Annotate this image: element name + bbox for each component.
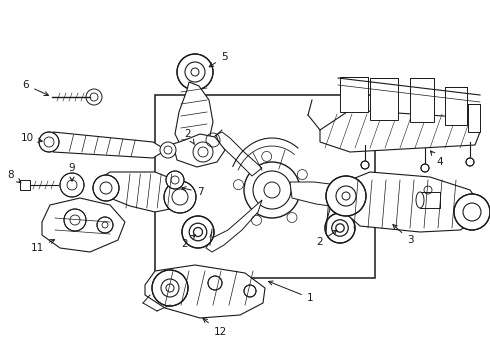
Text: 5: 5 xyxy=(209,52,227,67)
Text: 10: 10 xyxy=(21,133,42,143)
Text: 9: 9 xyxy=(69,163,75,181)
Polygon shape xyxy=(290,182,336,206)
Text: 4: 4 xyxy=(431,151,443,167)
Bar xyxy=(420,192,440,208)
Text: 2: 2 xyxy=(185,129,194,144)
Circle shape xyxy=(166,171,184,189)
Polygon shape xyxy=(175,82,213,150)
Text: 2: 2 xyxy=(182,235,195,249)
Circle shape xyxy=(164,181,196,213)
Circle shape xyxy=(64,209,86,231)
Bar xyxy=(155,95,375,278)
Polygon shape xyxy=(340,172,480,232)
Circle shape xyxy=(182,216,214,248)
Bar xyxy=(445,87,467,125)
Circle shape xyxy=(326,176,366,216)
Polygon shape xyxy=(53,132,166,158)
Bar xyxy=(410,78,434,122)
Circle shape xyxy=(60,173,84,197)
Circle shape xyxy=(177,54,213,90)
Polygon shape xyxy=(42,198,125,252)
Bar xyxy=(370,78,398,120)
Circle shape xyxy=(97,217,113,233)
Circle shape xyxy=(152,270,188,306)
Polygon shape xyxy=(145,265,265,318)
Bar xyxy=(340,77,368,112)
Text: 8: 8 xyxy=(7,170,21,183)
Polygon shape xyxy=(173,134,225,167)
Circle shape xyxy=(39,132,59,152)
Circle shape xyxy=(208,276,222,290)
Circle shape xyxy=(160,142,176,158)
Text: 2: 2 xyxy=(317,230,337,247)
Polygon shape xyxy=(206,200,262,252)
Circle shape xyxy=(93,175,119,201)
Text: 7: 7 xyxy=(182,187,203,197)
Text: 3: 3 xyxy=(393,225,413,245)
Text: 12: 12 xyxy=(203,318,227,337)
Polygon shape xyxy=(95,172,188,212)
Bar xyxy=(20,180,30,190)
Circle shape xyxy=(361,161,369,169)
Circle shape xyxy=(466,158,474,166)
Circle shape xyxy=(244,285,256,297)
Text: 11: 11 xyxy=(31,240,54,253)
Bar xyxy=(468,104,480,132)
Circle shape xyxy=(325,213,355,243)
Ellipse shape xyxy=(416,192,424,208)
Circle shape xyxy=(421,164,429,172)
Text: 6: 6 xyxy=(23,80,49,95)
Text: 1: 1 xyxy=(269,281,313,303)
Polygon shape xyxy=(216,132,262,176)
Polygon shape xyxy=(320,110,480,152)
Circle shape xyxy=(180,131,212,163)
Circle shape xyxy=(454,194,490,230)
